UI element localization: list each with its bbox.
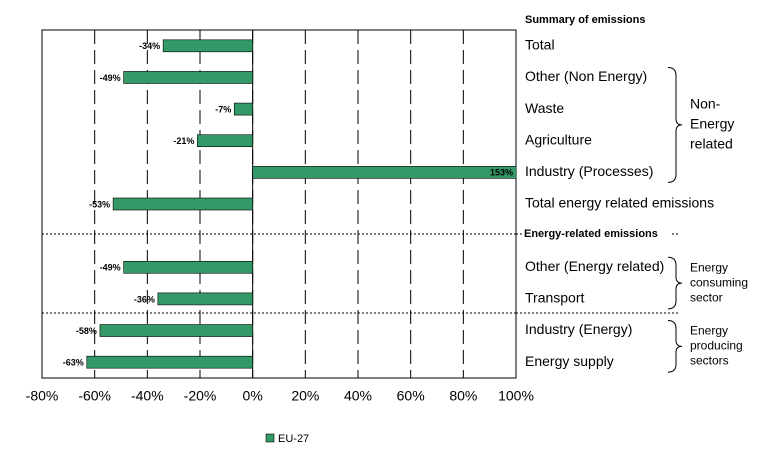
bar xyxy=(233,102,253,116)
bar xyxy=(99,324,253,337)
category-label: Other (Non Energy) xyxy=(525,68,647,84)
bar xyxy=(252,166,516,179)
x-tick-label: 60% xyxy=(397,388,425,404)
value-label: -53% xyxy=(89,199,110,209)
group-label: related xyxy=(690,136,733,152)
category-label: Total energy related emissions xyxy=(525,195,714,211)
header-bg xyxy=(522,226,672,242)
legend-swatch xyxy=(265,433,275,443)
group-label: Energy xyxy=(690,324,728,338)
group-label: Energy xyxy=(690,260,728,274)
value-label: -58% xyxy=(76,326,97,336)
group-label: producing xyxy=(690,339,743,353)
x-tick-label: -20% xyxy=(184,388,217,404)
category-label: Waste xyxy=(525,100,564,116)
bar xyxy=(112,197,253,211)
value-label: -49% xyxy=(100,263,121,273)
bar xyxy=(123,260,253,274)
group-label: Energy xyxy=(690,116,734,132)
plot-frame xyxy=(41,29,517,379)
value-label: -36% xyxy=(134,294,155,304)
value-label: -34% xyxy=(139,41,160,51)
x-tick-label: 0% xyxy=(243,388,263,404)
group-bracket xyxy=(667,256,683,310)
bar xyxy=(157,292,253,306)
x-tick-label: 100% xyxy=(498,388,534,404)
section-header: Energy-related emissions xyxy=(524,228,658,240)
x-tick-label: -40% xyxy=(131,388,164,404)
value-label: -7% xyxy=(215,104,231,114)
value-label: 153% xyxy=(490,168,513,178)
value-label: -63% xyxy=(63,358,84,368)
x-tick-label: 20% xyxy=(291,388,319,404)
category-label: Total xyxy=(525,37,555,53)
category-label: Transport xyxy=(525,290,585,306)
group-bracket xyxy=(667,66,683,183)
x-tick-label: -60% xyxy=(78,388,111,404)
group-bracket xyxy=(667,320,683,373)
category-label: Energy supply xyxy=(525,353,614,369)
x-tick-label: -80% xyxy=(26,388,59,404)
group-label: consuming xyxy=(690,275,748,289)
category-label: Industry (Energy) xyxy=(525,321,632,337)
bar xyxy=(197,134,253,148)
bar xyxy=(86,355,253,369)
section-header: Summary of emissions xyxy=(525,14,645,26)
category-label: Agriculture xyxy=(525,131,592,147)
group-label: sector xyxy=(690,290,723,304)
bar xyxy=(162,39,253,53)
category-label: Industry (Processes) xyxy=(525,163,653,179)
group-label: sectors xyxy=(690,354,729,368)
value-label: -21% xyxy=(173,136,194,146)
value-label: -49% xyxy=(100,73,121,83)
legend-label: EU-27 xyxy=(278,433,309,445)
category-label: Other (Energy related) xyxy=(525,258,664,274)
bar xyxy=(123,71,253,84)
x-tick-label: 40% xyxy=(344,388,372,404)
plot-area xyxy=(86,30,516,378)
group-label: Non- xyxy=(690,96,721,112)
x-tick-label: 80% xyxy=(449,388,477,404)
